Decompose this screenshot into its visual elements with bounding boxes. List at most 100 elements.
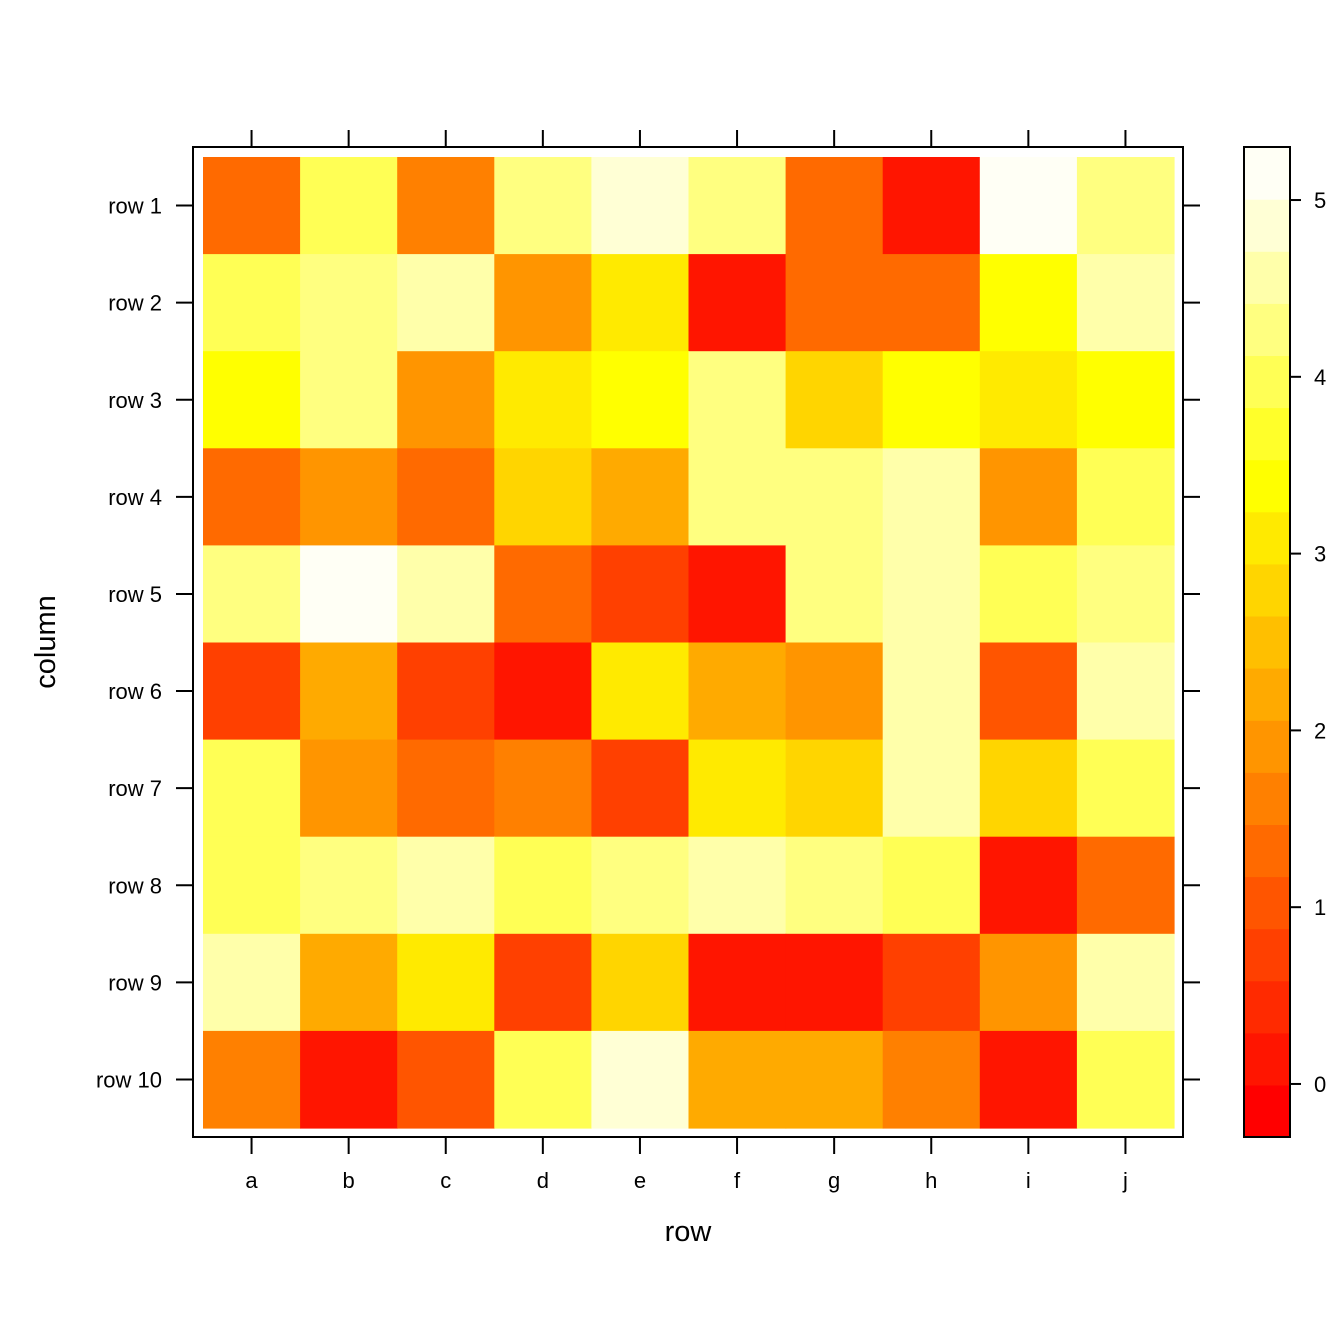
heatmap-cell xyxy=(882,642,981,741)
colorbar-tick-label: 3 xyxy=(1314,542,1326,567)
heatmap-cell xyxy=(300,739,398,838)
colorbar-swatch xyxy=(1244,147,1290,200)
heatmap-cell xyxy=(882,351,981,449)
heatmap-cell xyxy=(300,545,398,644)
heatmap-cell xyxy=(397,448,495,546)
heatmap-cell xyxy=(494,157,592,255)
x-axis: a b c d e f g h i j xyxy=(245,130,1128,1193)
y-tick-label: row 7 xyxy=(108,776,162,801)
colorbar-swatch xyxy=(1244,876,1290,930)
heatmap-cell xyxy=(785,545,884,644)
y-tick-label: row 5 xyxy=(108,582,162,607)
x-tick-label: e xyxy=(634,1168,646,1193)
heatmap-cell xyxy=(397,351,495,449)
heatmap-cell xyxy=(494,545,592,644)
colorbar-tick-label: 5 xyxy=(1314,188,1326,213)
heatmap-cell xyxy=(979,545,1078,644)
x-tick-label: b xyxy=(343,1168,355,1193)
colorbar-swatch xyxy=(1244,303,1290,356)
heatmap-cell xyxy=(397,545,495,644)
colorbar-swatch xyxy=(1244,824,1290,878)
colorbar-swatch xyxy=(1244,615,1290,669)
colorbar-swatch xyxy=(1244,199,1290,252)
heatmap-cell xyxy=(688,157,787,255)
heatmap-cell xyxy=(979,157,1078,255)
heatmap-cell xyxy=(688,642,787,741)
heatmap-cell xyxy=(979,254,1078,352)
heatmap-cell xyxy=(591,1030,690,1129)
heatmap-cells xyxy=(203,157,1175,1129)
heatmap-cell xyxy=(203,448,301,546)
colorbar-swatch xyxy=(1244,407,1290,461)
heatmap-cell xyxy=(397,836,495,935)
x-tick-label: a xyxy=(245,1168,258,1193)
heatmap-cell xyxy=(1076,545,1175,644)
heatmap-cell xyxy=(203,157,301,255)
heatmap-cell xyxy=(300,933,398,1032)
y-tick-label: row 8 xyxy=(108,873,162,898)
heatmap-cell xyxy=(1076,836,1175,935)
heatmap-cell xyxy=(591,254,690,352)
heatmap-cell xyxy=(979,1030,1078,1129)
colorbar-swatch xyxy=(1244,355,1290,409)
heatmap-cell xyxy=(785,254,884,352)
colorbar-swatch xyxy=(1244,668,1290,721)
heatmap-cell xyxy=(494,642,592,741)
colorbar-swatch xyxy=(1244,1032,1290,1086)
heatmap-cell xyxy=(1076,448,1175,546)
colorbar-swatch xyxy=(1244,772,1290,825)
heatmap-cell xyxy=(397,642,495,741)
heatmap-cell xyxy=(494,448,592,546)
colorbar-axis: 0 1 2 3 4 5 xyxy=(1290,188,1326,1097)
heatmap-cell xyxy=(688,1030,787,1129)
heatmap-cell xyxy=(591,448,690,546)
heatmap-cell xyxy=(688,545,787,644)
heatmap-cell xyxy=(397,254,495,352)
y-tick-label: row 2 xyxy=(108,291,162,316)
y-tick-label: row 6 xyxy=(108,679,162,704)
heatmap-cell xyxy=(494,933,592,1032)
heatmap-cell xyxy=(882,157,981,255)
heatmap-cell xyxy=(979,642,1078,741)
heatmap-cell xyxy=(1076,739,1175,838)
y-tick-label: row 3 xyxy=(108,388,162,413)
heatmap-cell xyxy=(882,933,981,1032)
x-axis-title: row xyxy=(665,1216,713,1248)
colorbar xyxy=(1244,147,1290,1138)
heatmap-cell xyxy=(979,933,1078,1032)
x-tick-label: c xyxy=(440,1168,451,1193)
heatmap-cell xyxy=(591,933,690,1032)
heatmap-cell xyxy=(882,1030,981,1129)
heatmap-cell xyxy=(300,254,398,352)
x-tick-label: j xyxy=(1122,1168,1128,1193)
heatmap-cell xyxy=(785,836,884,935)
colorbar-swatch xyxy=(1244,720,1290,773)
heatmap-cell xyxy=(203,1030,301,1129)
heatmap-cell xyxy=(979,739,1078,838)
heatmap-cell xyxy=(1076,254,1175,352)
heatmap-cell xyxy=(494,739,592,838)
heatmap-cell xyxy=(979,351,1078,449)
colorbar-frame xyxy=(1243,146,1291,1138)
heatmap-cell xyxy=(591,545,690,644)
heatmap-cell xyxy=(591,642,690,741)
colorbar-swatch xyxy=(1244,459,1290,513)
heatmap-cell xyxy=(688,254,787,352)
y-tick-label: row 10 xyxy=(96,1067,162,1092)
heatmap-cell xyxy=(300,351,398,449)
colorbar-swatch xyxy=(1244,511,1290,565)
heatmap-cell xyxy=(785,157,884,255)
y-tick-label: row 1 xyxy=(108,194,162,219)
heatmap-cell xyxy=(882,739,981,838)
heatmap-cell xyxy=(397,933,495,1032)
heatmap-cell xyxy=(785,1030,884,1129)
heatmap-cell xyxy=(203,545,301,644)
heatmap-cell xyxy=(882,448,981,546)
heatmap-cell xyxy=(203,739,301,838)
colorbar-tick-label: 0 xyxy=(1314,1072,1326,1097)
heatmap-cell xyxy=(882,836,981,935)
heatmap-cell xyxy=(688,836,787,935)
x-tick-label: h xyxy=(925,1168,937,1193)
heatmap-cell xyxy=(785,351,884,449)
